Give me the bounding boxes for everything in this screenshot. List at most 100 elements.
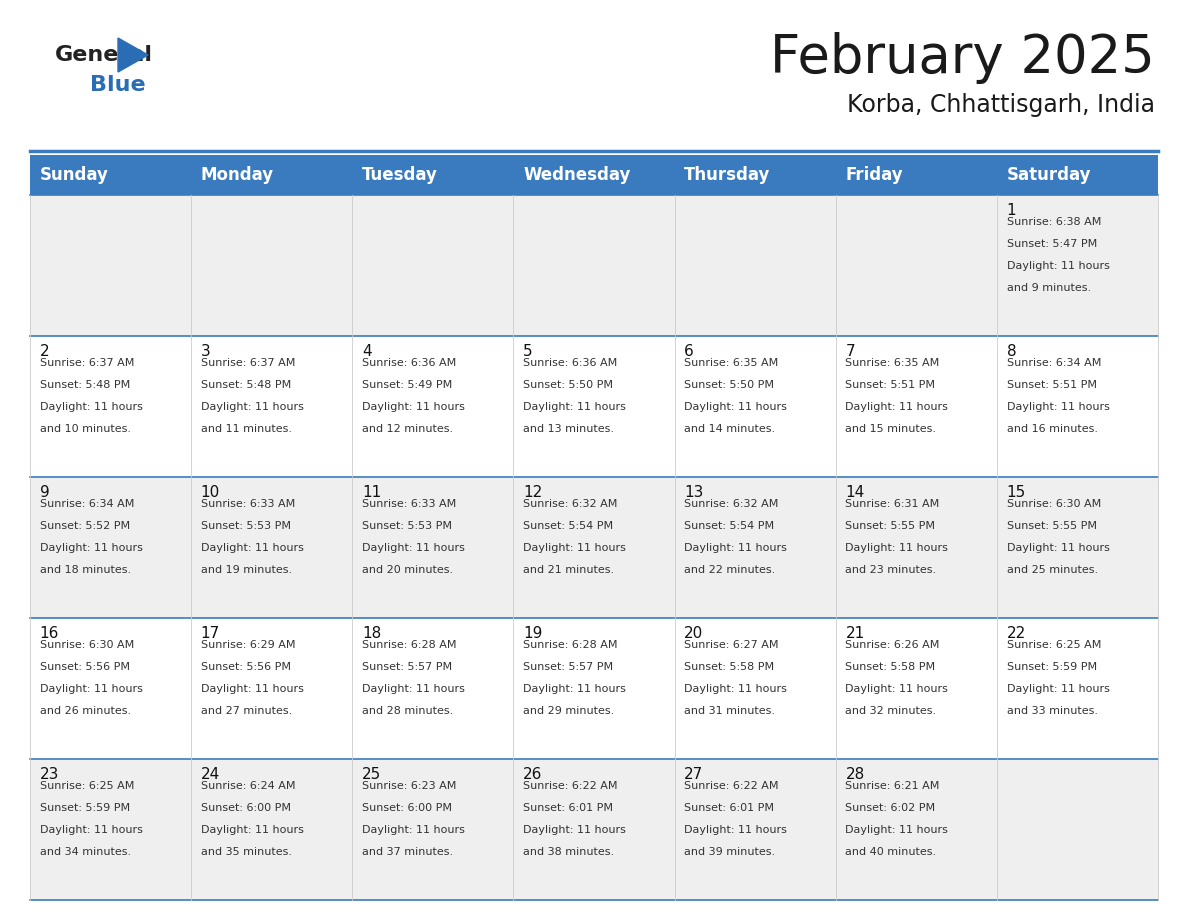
Text: Sunrise: 6:30 AM: Sunrise: 6:30 AM <box>39 640 134 650</box>
Text: Sunset: 6:00 PM: Sunset: 6:00 PM <box>362 803 451 813</box>
Text: and 27 minutes.: and 27 minutes. <box>201 706 292 716</box>
Text: Sunset: 5:58 PM: Sunset: 5:58 PM <box>846 662 935 672</box>
Text: 13: 13 <box>684 485 703 500</box>
Bar <box>30 477 1158 618</box>
Text: Friday: Friday <box>846 166 903 184</box>
Text: and 34 minutes.: and 34 minutes. <box>39 846 131 856</box>
Text: and 10 minutes.: and 10 minutes. <box>39 424 131 433</box>
Text: 26: 26 <box>523 767 543 782</box>
Text: Daylight: 11 hours: Daylight: 11 hours <box>684 684 788 694</box>
Text: Sunrise: 6:33 AM: Sunrise: 6:33 AM <box>362 499 456 509</box>
Text: Sunrise: 6:30 AM: Sunrise: 6:30 AM <box>1006 499 1101 509</box>
Text: 15: 15 <box>1006 485 1025 500</box>
Text: Sunset: 6:01 PM: Sunset: 6:01 PM <box>523 803 613 813</box>
Text: 17: 17 <box>201 626 220 641</box>
Text: Sunrise: 6:33 AM: Sunrise: 6:33 AM <box>201 499 295 509</box>
Text: and 38 minutes.: and 38 minutes. <box>523 846 614 856</box>
Text: 16: 16 <box>39 626 59 641</box>
Text: Sunset: 5:54 PM: Sunset: 5:54 PM <box>523 521 613 531</box>
Text: Daylight: 11 hours: Daylight: 11 hours <box>39 543 143 553</box>
Text: 22: 22 <box>1006 626 1025 641</box>
Text: Sunset: 5:48 PM: Sunset: 5:48 PM <box>39 380 129 390</box>
Text: Daylight: 11 hours: Daylight: 11 hours <box>523 824 626 834</box>
Text: and 21 minutes.: and 21 minutes. <box>523 565 614 575</box>
Text: Sunset: 5:48 PM: Sunset: 5:48 PM <box>201 380 291 390</box>
Text: Sunset: 5:50 PM: Sunset: 5:50 PM <box>684 380 775 390</box>
Text: 2: 2 <box>39 344 49 359</box>
Text: and 13 minutes.: and 13 minutes. <box>523 424 614 433</box>
Text: Sunrise: 6:25 AM: Sunrise: 6:25 AM <box>39 781 134 791</box>
Text: Sunrise: 6:31 AM: Sunrise: 6:31 AM <box>846 499 940 509</box>
Text: 6: 6 <box>684 344 694 359</box>
Text: Wednesday: Wednesday <box>523 166 631 184</box>
Text: Sunrise: 6:35 AM: Sunrise: 6:35 AM <box>684 358 778 368</box>
Text: Sunset: 5:55 PM: Sunset: 5:55 PM <box>846 521 935 531</box>
Bar <box>30 195 1158 336</box>
Text: Sunrise: 6:36 AM: Sunrise: 6:36 AM <box>362 358 456 368</box>
Text: Thursday: Thursday <box>684 166 771 184</box>
Bar <box>513 155 675 195</box>
Text: and 33 minutes.: and 33 minutes. <box>1006 706 1098 716</box>
Text: 23: 23 <box>39 767 59 782</box>
Text: General: General <box>55 45 153 65</box>
Text: Sunset: 5:59 PM: Sunset: 5:59 PM <box>1006 662 1097 672</box>
Text: Daylight: 11 hours: Daylight: 11 hours <box>1006 261 1110 271</box>
Text: Monday: Monday <box>201 166 274 184</box>
Text: Sunrise: 6:27 AM: Sunrise: 6:27 AM <box>684 640 779 650</box>
Text: and 25 minutes.: and 25 minutes. <box>1006 565 1098 575</box>
Text: and 22 minutes.: and 22 minutes. <box>684 565 776 575</box>
Text: and 16 minutes.: and 16 minutes. <box>1006 424 1098 433</box>
Text: and 15 minutes.: and 15 minutes. <box>846 424 936 433</box>
Text: Sunrise: 6:34 AM: Sunrise: 6:34 AM <box>39 499 134 509</box>
Text: Sunrise: 6:38 AM: Sunrise: 6:38 AM <box>1006 217 1101 227</box>
Text: Sunset: 5:57 PM: Sunset: 5:57 PM <box>362 662 453 672</box>
Text: Korba, Chhattisgarh, India: Korba, Chhattisgarh, India <box>847 93 1155 117</box>
Text: Sunrise: 6:32 AM: Sunrise: 6:32 AM <box>523 499 618 509</box>
Text: Sunset: 5:55 PM: Sunset: 5:55 PM <box>1006 521 1097 531</box>
Text: 14: 14 <box>846 485 865 500</box>
Text: Daylight: 11 hours: Daylight: 11 hours <box>846 684 948 694</box>
Text: Daylight: 11 hours: Daylight: 11 hours <box>39 824 143 834</box>
Text: Sunset: 6:01 PM: Sunset: 6:01 PM <box>684 803 775 813</box>
Text: 20: 20 <box>684 626 703 641</box>
Text: 3: 3 <box>201 344 210 359</box>
Text: Sunset: 5:51 PM: Sunset: 5:51 PM <box>846 380 935 390</box>
Text: Blue: Blue <box>90 75 146 95</box>
Text: 4: 4 <box>362 344 372 359</box>
Text: 28: 28 <box>846 767 865 782</box>
Text: and 26 minutes.: and 26 minutes. <box>39 706 131 716</box>
Text: Sunset: 5:50 PM: Sunset: 5:50 PM <box>523 380 613 390</box>
Bar <box>353 155 513 195</box>
Text: Sunrise: 6:37 AM: Sunrise: 6:37 AM <box>201 358 295 368</box>
Text: Daylight: 11 hours: Daylight: 11 hours <box>1006 684 1110 694</box>
Text: Daylight: 11 hours: Daylight: 11 hours <box>846 543 948 553</box>
Text: and 19 minutes.: and 19 minutes. <box>201 565 292 575</box>
Text: 18: 18 <box>362 626 381 641</box>
Bar <box>30 155 191 195</box>
Text: Sunset: 5:53 PM: Sunset: 5:53 PM <box>201 521 291 531</box>
Text: Daylight: 11 hours: Daylight: 11 hours <box>362 684 465 694</box>
Text: and 11 minutes.: and 11 minutes. <box>201 424 292 433</box>
Text: Sunrise: 6:36 AM: Sunrise: 6:36 AM <box>523 358 618 368</box>
Bar <box>191 155 353 195</box>
Text: 11: 11 <box>362 485 381 500</box>
Text: Daylight: 11 hours: Daylight: 11 hours <box>39 402 143 412</box>
Text: Sunset: 5:58 PM: Sunset: 5:58 PM <box>684 662 775 672</box>
Text: Sunrise: 6:32 AM: Sunrise: 6:32 AM <box>684 499 778 509</box>
Text: Sunrise: 6:34 AM: Sunrise: 6:34 AM <box>1006 358 1101 368</box>
Text: Daylight: 11 hours: Daylight: 11 hours <box>362 824 465 834</box>
Text: Sunset: 5:51 PM: Sunset: 5:51 PM <box>1006 380 1097 390</box>
Text: Daylight: 11 hours: Daylight: 11 hours <box>523 543 626 553</box>
Text: and 9 minutes.: and 9 minutes. <box>1006 283 1091 293</box>
Text: 1: 1 <box>1006 203 1016 218</box>
Text: 21: 21 <box>846 626 865 641</box>
Text: February 2025: February 2025 <box>770 32 1155 84</box>
Text: Sunrise: 6:29 AM: Sunrise: 6:29 AM <box>201 640 296 650</box>
Text: Sunset: 6:02 PM: Sunset: 6:02 PM <box>846 803 935 813</box>
Text: Daylight: 11 hours: Daylight: 11 hours <box>523 402 626 412</box>
Text: and 39 minutes.: and 39 minutes. <box>684 846 776 856</box>
Text: Sunset: 5:47 PM: Sunset: 5:47 PM <box>1006 239 1097 249</box>
Text: and 20 minutes.: and 20 minutes. <box>362 565 453 575</box>
Text: Sunrise: 6:22 AM: Sunrise: 6:22 AM <box>684 781 779 791</box>
Text: Sunset: 5:59 PM: Sunset: 5:59 PM <box>39 803 129 813</box>
